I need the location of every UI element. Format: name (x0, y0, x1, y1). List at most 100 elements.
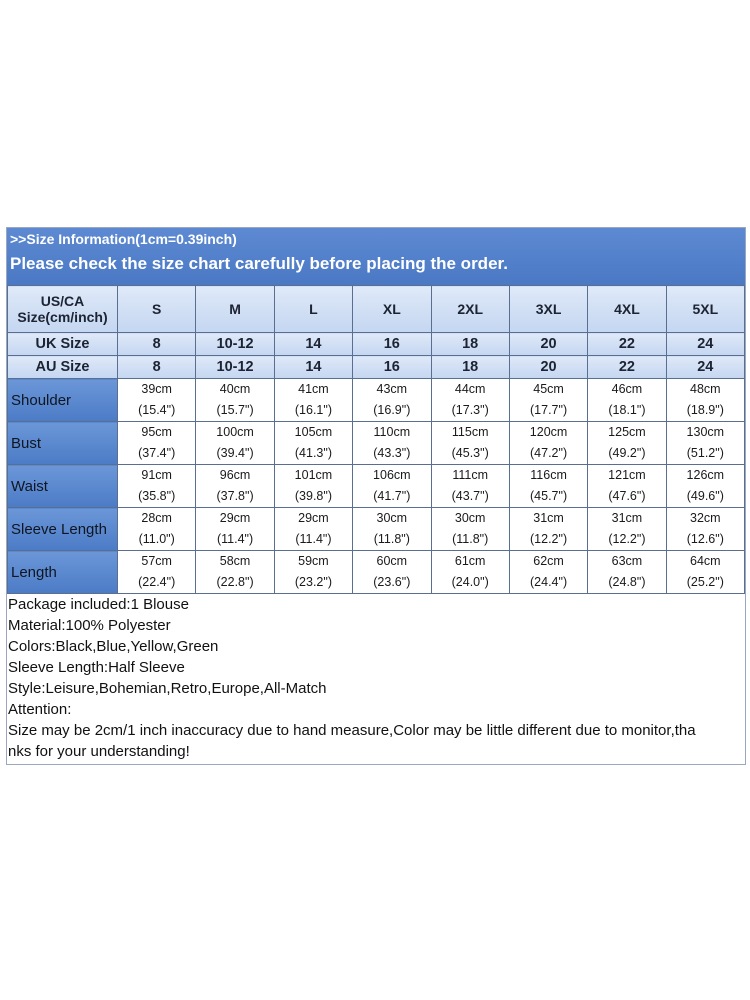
uk-size-cell: 22 (587, 332, 667, 356)
note-line: Sleeve Length:Half Sleeve (8, 659, 185, 676)
measurement-cm: 126cm (686, 468, 725, 482)
measurement-inch: (35.8") (138, 489, 176, 503)
measurement-cell: 115cm (45.3") (430, 421, 510, 465)
measurement-cm: 28cm (141, 511, 172, 525)
measurement-label: Bust (7, 421, 118, 465)
measurement-cell: 96cm (37.8") (195, 464, 275, 508)
measurement-cm: 110cm (373, 425, 411, 439)
measurement-inch: (41.7") (373, 489, 411, 503)
measurement-cell: 101cm (39.8") (273, 464, 354, 508)
measurement-cm: 48cm (690, 382, 721, 396)
measurement-cell: 64cm (25.2") (665, 550, 746, 594)
measurement-cell: 59cm (23.2") (273, 550, 354, 594)
measurement-inch: (47.2") (530, 446, 568, 460)
au-size-cell: 8 (116, 355, 197, 379)
measurement-cell: 43cm (16.9") (352, 378, 432, 422)
measurement-inch: (37.8") (216, 489, 254, 503)
au-size-cell: 24 (665, 355, 746, 379)
size-info-title: >>Size Information(1cm=0.39inch) (10, 231, 237, 247)
au-size-cell: 10-12 (195, 355, 275, 379)
measurement-inch: (11.0") (138, 532, 175, 546)
measurement-cm: 91cm (141, 468, 172, 482)
measurement-row: Bust 95cm (37.4") 100cm (39.4") 105cm (41.3") 1… (7, 421, 746, 465)
size-cell: 4XL (587, 285, 667, 333)
measurement-cell: 31cm (12.2") (587, 507, 667, 551)
measurement-cm: 121cm (608, 468, 646, 482)
measurement-cell: 63cm (24.8") (587, 550, 667, 594)
au-size-cell: 14 (273, 355, 354, 379)
measurement-cm: 29cm (219, 511, 251, 525)
measurement-inch: (49.2") (608, 446, 646, 460)
measurement-cell: 130cm (51.2") (665, 421, 746, 465)
measurement-cell: 57cm (22.4") (116, 550, 197, 594)
measurement-inch: (15.4") (138, 403, 176, 417)
measurement-inch: (11.8") (452, 532, 489, 546)
measurement-inch: (23.2") (294, 575, 332, 589)
size-table: US/CA Size(cm/inch) S M L XL 2XL 3XL 4XL 5XL UK… (7, 285, 746, 594)
measurement-cm: 115cm (451, 425, 489, 439)
measurement-cm: 62cm (533, 554, 564, 568)
note-line: nks for your understanding! (8, 743, 190, 760)
measurement-cell: 111cm (43.7") (430, 464, 510, 508)
measurement-inch: (41.3") (294, 446, 332, 460)
measurement-cell: 39cm (15.4") (116, 378, 197, 422)
measurement-cm: 111cm (452, 468, 489, 482)
measurement-cm: 31cm (533, 511, 564, 525)
measurement-inch: (39.4") (216, 446, 254, 460)
measurement-row: Sleeve Length 28cm (11.0") 29cm (11.4") 29cm (… (7, 507, 746, 551)
measurement-inch: (23.6") (373, 575, 411, 589)
note-line: Colors:Black,Blue,Yellow,Green (8, 638, 219, 655)
measurement-cell: 40cm (15.7") (195, 378, 275, 422)
measurement-cm: 63cm (611, 554, 643, 568)
measurement-cm: 64cm (690, 554, 721, 568)
measurement-cm: 32cm (690, 511, 721, 525)
measurement-cm: 30cm (454, 511, 486, 525)
measurement-cm: 116cm (530, 468, 567, 482)
measurement-cell: 30cm (11.8") (430, 507, 510, 551)
measurement-inch: (47.6") (608, 489, 646, 503)
measurement-cm: 130cm (686, 425, 725, 439)
measurement-cm: 101cm (294, 468, 333, 482)
measurement-inch: (11.4") (216, 532, 254, 546)
measurement-cell: 105cm (41.3") (273, 421, 354, 465)
us-size-label-line1: US/CA (40, 293, 85, 309)
size-cell: S (116, 285, 197, 333)
measurement-row: Length 57cm (22.4") 58cm (22.8") 59cm (23.2") 6… (7, 550, 746, 594)
au-size-cell: 22 (587, 355, 667, 379)
measurement-inch: (49.6") (686, 489, 724, 503)
measurement-inch: (17.7") (530, 403, 568, 417)
measurement-inch: (37.4") (138, 446, 176, 460)
measurement-cell: 30cm (11.8") (352, 507, 432, 551)
measurement-inch: (24.0") (451, 575, 489, 589)
au-size-cell: 18 (430, 355, 510, 379)
au-size-cell: 16 (352, 355, 432, 379)
measurement-cell: 121cm (47.6") (587, 464, 667, 508)
measurement-inch: (12.6") (686, 532, 724, 546)
note-line: Style:Leisure,Bohemian,Retro,Europe,All-… (8, 680, 327, 697)
measurement-cell: 106cm (41.7") (352, 464, 432, 508)
us-size-label: US/CA Size(cm/inch) (7, 285, 118, 333)
measurement-inch: (11.8") (373, 532, 410, 546)
measurement-inch: (12.2") (608, 532, 646, 546)
note-line: Material:100% Polyester (8, 617, 171, 634)
us-size-label-line2: Size(cm/inch) (17, 309, 108, 325)
au-size-row: AU Size 8 10-12 14 16 18 20 22 24 (7, 355, 746, 379)
measurement-cell: 29cm (11.4") (273, 507, 354, 551)
measurement-cell: 61cm (24.0") (430, 550, 510, 594)
measurement-cm: 30cm (376, 511, 408, 525)
measurement-cell: 41cm (16.1") (273, 378, 354, 422)
measurement-cell: 100cm (39.4") (195, 421, 275, 465)
measurement-cm: 120cm (529, 425, 568, 439)
measurement-cell: 60cm (23.6") (352, 550, 432, 594)
measurement-inch: (39.8") (294, 489, 332, 503)
measurement-inch: (16.9") (373, 403, 411, 417)
measurement-cell: 116cm (45.7") (508, 464, 589, 508)
size-table-body: US/CA Size(cm/inch) S M L XL 2XL 3XL 4XL 5XL UK… (7, 285, 746, 594)
measurement-inch: (43.3") (373, 446, 411, 460)
measurement-cell: 110cm (43.3") (352, 421, 432, 465)
measurement-inch: (11.4") (295, 532, 332, 546)
measurement-cm: 61cm (454, 554, 486, 568)
note-line: Size may be 2cm/1 inch inaccuracy due to… (8, 722, 696, 739)
size-check-notice: Please check the size chart carefully be… (10, 254, 508, 273)
measurement-label: Shoulder (7, 378, 118, 422)
